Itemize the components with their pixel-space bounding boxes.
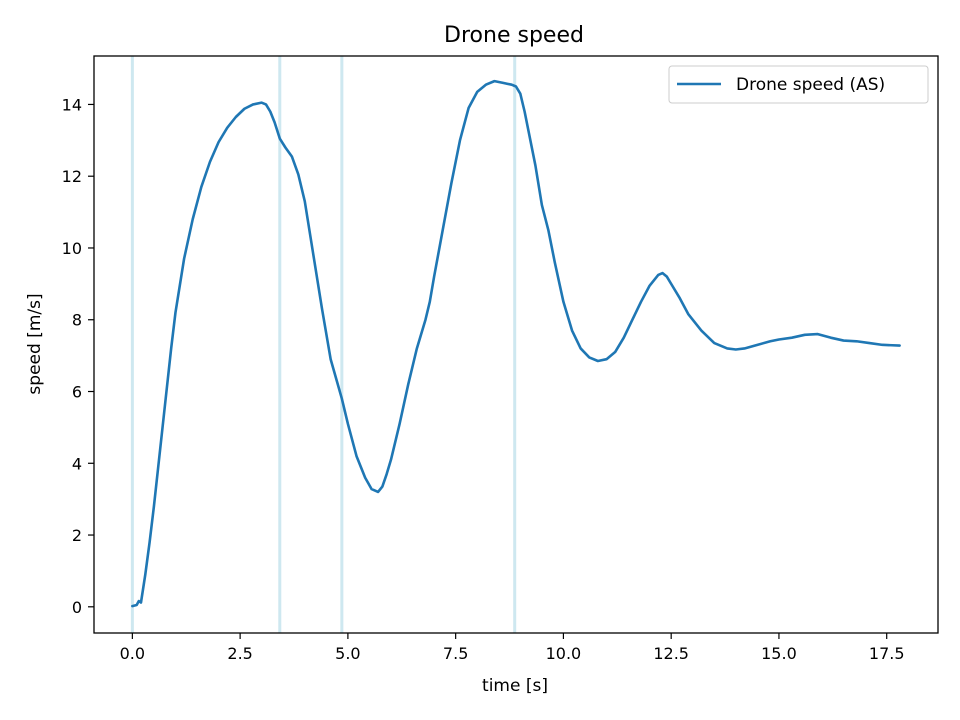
x-tick-label-0: 0.0: [120, 644, 145, 663]
series-line-0: [131, 79, 901, 608]
x-tick-label-4: 10.0: [546, 644, 582, 663]
legend-label: Drone speed (AS): [736, 75, 885, 95]
y-tick-label-4: 8: [72, 311, 82, 330]
y-tick-label-3: 6: [72, 383, 82, 402]
y-tick-label-5: 10: [62, 239, 82, 258]
y-axis-label: speed [m/s]: [25, 293, 45, 394]
y-tick-label-6: 12: [62, 167, 82, 186]
legend: Drone speed (AS): [668, 65, 929, 104]
vertical-markers: [130, 56, 517, 633]
y-tick-label-7: 14: [62, 95, 82, 114]
x-tick-label-3: 7.5: [443, 644, 468, 663]
chart-title: Drone speed: [444, 23, 584, 48]
y-tick-label-2: 4: [72, 454, 82, 473]
series-layer: [131, 79, 901, 608]
y-tick-label-1: 2: [72, 526, 82, 545]
legend-box: [668, 65, 929, 104]
x-tick-label-6: 15.0: [761, 644, 797, 663]
x-axis-label: time [s]: [482, 676, 548, 696]
plot-frame: [93, 55, 939, 634]
y-axis: 0 2 4 6 8 10 12 14: [62, 95, 94, 617]
x-tick-label-7: 17.5: [869, 644, 905, 663]
x-axis: 0.0 2.5 5.0 7.5 10.0 12.5 15.0 17.5: [120, 633, 905, 663]
x-tick-label-2: 5.0: [335, 644, 360, 663]
x-tick-label-5: 12.5: [653, 644, 689, 663]
x-tick-label-1: 2.5: [227, 644, 252, 663]
y-tick-label-0: 0: [72, 598, 82, 617]
